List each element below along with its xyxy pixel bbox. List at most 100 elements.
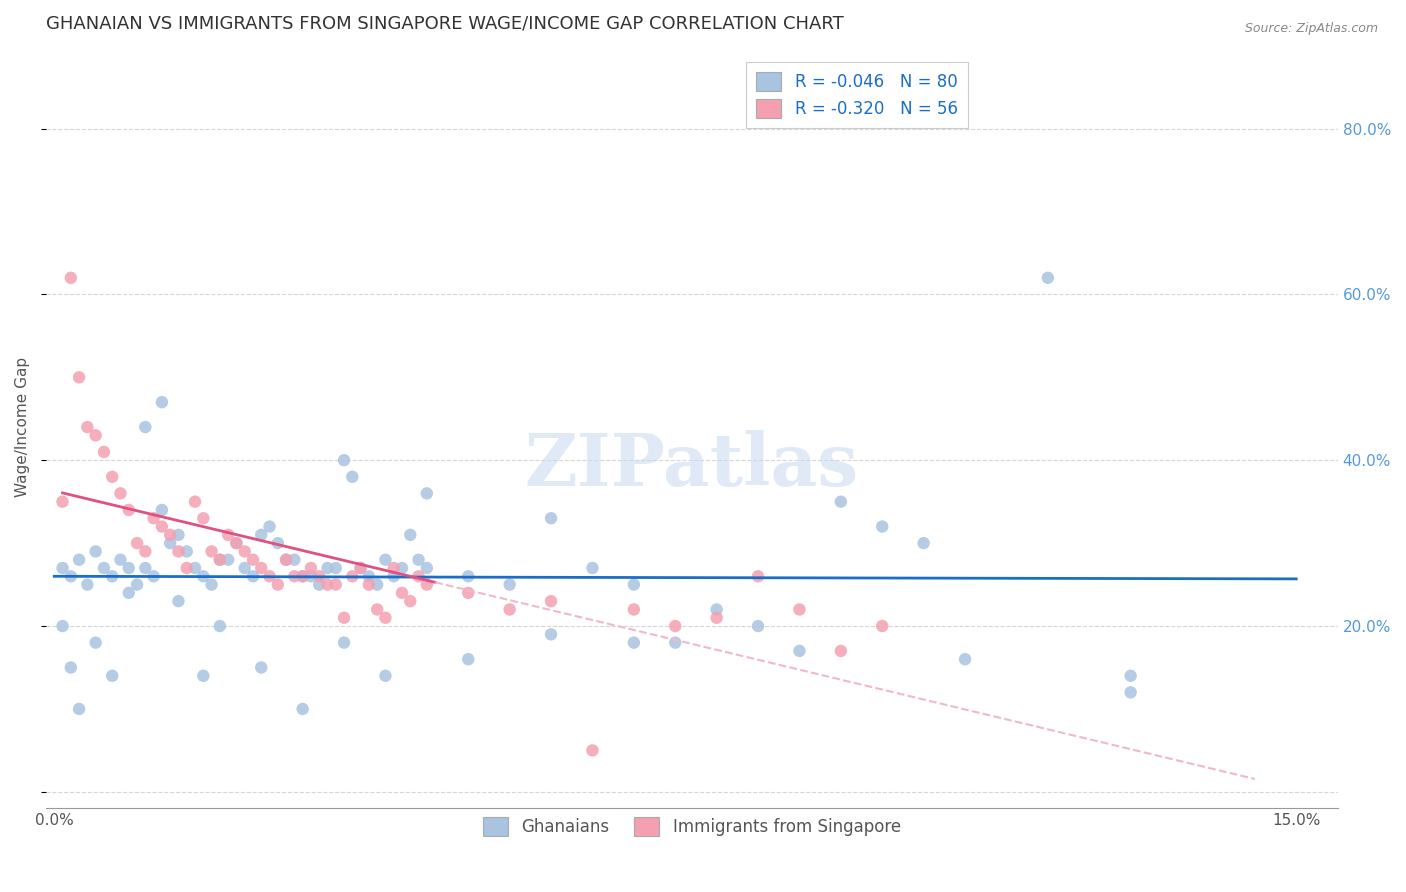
Point [208,552,231,566]
Point [233,544,256,558]
Point [342,470,364,484]
Point [283,569,305,583]
Point [706,611,728,625]
Point [267,577,290,591]
Point [134,561,156,575]
Point [912,536,935,550]
Point [382,561,405,575]
Point [51,494,73,508]
Point [176,544,198,558]
Point [200,544,222,558]
Point [118,561,141,575]
Point [167,594,190,608]
Point [457,586,479,600]
Point [408,552,430,566]
Point [217,528,239,542]
Point [193,669,215,683]
Point [349,561,371,575]
Point [416,486,439,500]
Point [357,577,380,591]
Point [349,561,371,575]
Point [870,619,893,633]
Point [259,519,281,533]
Point [259,569,281,583]
Point [830,644,852,658]
Point [150,395,173,409]
Point [76,577,98,591]
Legend: Ghanaians, Immigrants from Singapore: Ghanaians, Immigrants from Singapore [472,806,911,846]
Point [142,511,165,525]
Point [399,594,422,608]
Point [274,552,297,566]
Point [125,577,148,591]
Point [84,544,107,558]
Point [581,561,603,575]
Point [59,569,82,583]
Point [242,569,264,583]
Point [159,528,181,542]
Point [1119,685,1142,699]
Point [664,619,686,633]
Point [540,627,562,641]
Point [225,536,247,550]
Point [193,511,215,525]
Point [706,602,728,616]
Point [333,611,356,625]
Point [498,602,520,616]
Point [184,494,207,508]
Point [101,569,124,583]
Point [374,552,396,566]
Point [93,445,115,459]
Point [118,503,141,517]
Point [167,528,190,542]
Point [291,702,314,716]
Point [747,619,769,633]
Point [498,577,520,591]
Point [325,577,347,591]
Point [142,569,165,583]
Point [208,619,231,633]
Point [457,652,479,666]
Point [184,561,207,575]
Point [84,635,107,649]
Point [193,569,215,583]
Point [150,503,173,517]
Point [110,486,132,500]
Point [167,544,190,558]
Point [342,569,364,583]
Point [366,577,388,591]
Point [581,743,603,757]
Text: Source: ZipAtlas.com: Source: ZipAtlas.com [1244,22,1378,36]
Point [51,561,73,575]
Point [308,569,330,583]
Point [623,577,645,591]
Point [953,652,976,666]
Text: ZIPatlas: ZIPatlas [524,430,859,500]
Point [118,586,141,600]
Point [1119,669,1142,683]
Point [664,635,686,649]
Point [93,561,115,575]
Point [374,669,396,683]
Point [242,552,264,566]
Point [67,702,90,716]
Point [59,660,82,674]
Point [316,577,339,591]
Point [299,561,322,575]
Point [408,569,430,583]
Point [200,577,222,591]
Point [789,602,811,616]
Point [316,561,339,575]
Point [250,561,273,575]
Point [250,660,273,674]
Point [84,428,107,442]
Point [233,561,256,575]
Point [217,552,239,566]
Point [416,561,439,575]
Point [125,536,148,550]
Point [1036,270,1059,285]
Point [325,561,347,575]
Point [357,569,380,583]
Point [250,528,273,542]
Point [789,644,811,658]
